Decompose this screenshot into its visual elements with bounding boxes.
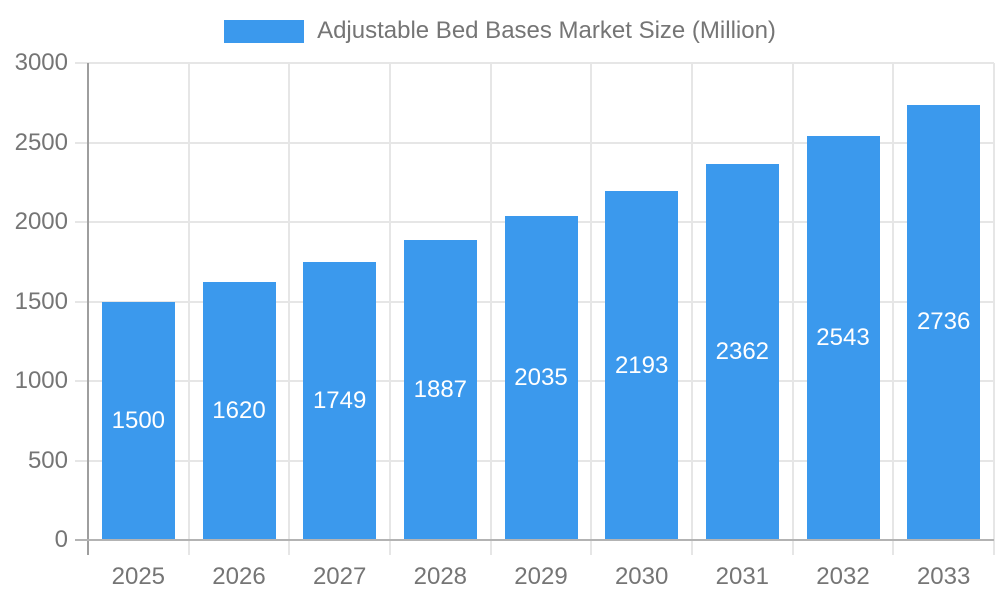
y-axis-label: 3000: [14, 49, 68, 76]
bar[interactable]: [101, 301, 175, 540]
bar[interactable]: [504, 216, 578, 540]
bar-value-label: 2193: [614, 351, 669, 379]
x-axis-label: 2027: [312, 563, 367, 590]
y-axis-line: [87, 63, 89, 555]
y-axis-label: 500: [27, 446, 68, 474]
vertical-gridline: [489, 63, 492, 555]
x-axis-label: 2030: [614, 563, 669, 590]
x-axis-baseline: [75, 539, 994, 541]
vertical-gridline: [187, 63, 190, 555]
x-axis-label: 2032: [816, 563, 870, 590]
bar[interactable]: [605, 191, 679, 540]
bar-value-label: 1500: [111, 406, 166, 434]
bar[interactable]: [907, 104, 981, 540]
y-axis-label: 2000: [14, 208, 68, 235]
bar[interactable]: [202, 282, 276, 540]
x-axis-label: 2029: [514, 563, 568, 590]
x-axis-label: 2028: [413, 563, 468, 590]
vertical-gridline: [389, 63, 391, 555]
x-axis-label: 2026: [212, 563, 266, 590]
x-axis-label: 2031: [715, 563, 770, 590]
bar[interactable]: [303, 261, 377, 540]
bar-value-label: 2035: [514, 364, 568, 392]
legend-label: Adjustable Bed Bases Market Size (Millio…: [317, 17, 776, 44]
legend: Adjustable Bed Bases Market Size (Millio…: [0, 14, 1000, 48]
vertical-gridline: [892, 63, 895, 555]
bar-value-label: 1887: [413, 375, 468, 403]
y-axis-label: 2500: [14, 128, 68, 156]
bar-value-label: 2736: [916, 308, 971, 336]
bar-value-label: 1749: [312, 386, 367, 414]
gridline: [75, 141, 994, 144]
gridline: [75, 62, 994, 64]
x-axis-label: 2025: [111, 563, 166, 590]
y-axis-label: 0: [54, 526, 68, 553]
bar-value-label: 2543: [816, 323, 870, 351]
bar[interactable]: [403, 239, 477, 540]
x-axis-label: 2033: [916, 563, 971, 590]
bar[interactable]: [806, 135, 880, 540]
legend-swatch-icon: [224, 19, 305, 43]
vertical-gridline: [993, 63, 995, 555]
vertical-gridline: [288, 63, 291, 555]
vertical-gridline: [590, 63, 593, 555]
bar-value-label: 1620: [212, 397, 266, 425]
vertical-gridline: [691, 63, 693, 555]
vertical-gridline: [791, 63, 794, 555]
y-axis-label: 1000: [14, 367, 68, 394]
bar[interactable]: [705, 164, 779, 540]
bar-value-label: 2362: [715, 338, 770, 366]
y-axis-label: 1500: [14, 287, 68, 315]
